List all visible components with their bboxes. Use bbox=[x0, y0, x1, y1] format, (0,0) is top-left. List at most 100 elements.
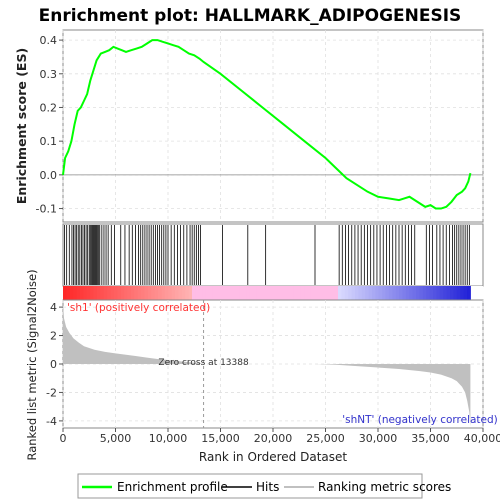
color-bar-segment bbox=[365, 286, 369, 300]
color-bar-segment bbox=[226, 286, 230, 300]
color-bar-segment bbox=[70, 286, 74, 300]
color-bar-segment bbox=[338, 286, 342, 300]
color-bar-segment bbox=[304, 286, 308, 300]
color-bar-segment bbox=[430, 286, 434, 300]
es-panel: -0.10.00.10.20.30.4 Enrichment score (ES… bbox=[14, 30, 483, 222]
color-bar-segment bbox=[134, 286, 138, 300]
color-bar-segment bbox=[138, 286, 142, 300]
color-bar-segment bbox=[114, 286, 118, 300]
rank-y-tick-label: -2 bbox=[46, 386, 57, 399]
color-bar-segment bbox=[189, 286, 193, 300]
color-bar-segment bbox=[335, 286, 339, 300]
color-bar-segment bbox=[443, 286, 447, 300]
x-tick-label: 40,000 bbox=[464, 432, 500, 445]
color-bar-segment bbox=[375, 286, 379, 300]
color-bar-segment bbox=[151, 286, 155, 300]
color-bar-segment bbox=[311, 286, 315, 300]
color-bar-segment bbox=[182, 286, 186, 300]
color-bar-segment bbox=[172, 286, 176, 300]
positive-correlation-label: 'sh1' (positively correlated) bbox=[67, 302, 210, 314]
color-bar-segment bbox=[450, 286, 454, 300]
es-y-axis-label: Enrichment score (ES) bbox=[14, 48, 29, 204]
color-bar-segment bbox=[362, 286, 366, 300]
color-bar-segment bbox=[141, 286, 145, 300]
color-bar-segment bbox=[379, 286, 383, 300]
color-bar-segment bbox=[423, 286, 427, 300]
legend-label-ranking-metric: Ranking metric scores bbox=[318, 480, 451, 494]
color-bar-segment bbox=[158, 286, 162, 300]
hits-panel bbox=[63, 224, 483, 286]
color-bar-segment bbox=[73, 286, 77, 300]
color-bar-segment bbox=[260, 286, 264, 300]
color-bar-segment bbox=[124, 286, 128, 300]
x-tick-label: 20,000 bbox=[254, 432, 293, 445]
color-bar-segment bbox=[290, 286, 294, 300]
color-bar-segment bbox=[236, 286, 240, 300]
x-tick-label: 25,000 bbox=[306, 432, 345, 445]
color-bar-segment bbox=[206, 286, 210, 300]
color-bar-segment bbox=[416, 286, 420, 300]
color-bar-segment bbox=[97, 286, 101, 300]
x-tick-label: 10,000 bbox=[149, 432, 188, 445]
color-bar-segment bbox=[440, 286, 444, 300]
hits-plot-area bbox=[63, 224, 483, 286]
color-bar-segment bbox=[277, 286, 281, 300]
color-bar-segment bbox=[372, 286, 376, 300]
color-bar-segment bbox=[77, 286, 81, 300]
color-bar-segment bbox=[331, 286, 335, 300]
color-bar-segment bbox=[324, 286, 328, 300]
color-bar-segment bbox=[219, 286, 223, 300]
color-bar-segment bbox=[460, 286, 464, 300]
color-bar-segment bbox=[80, 286, 84, 300]
color-bar-segment bbox=[192, 286, 196, 300]
color-bar-segment bbox=[178, 286, 182, 300]
color-bar-segment bbox=[87, 286, 91, 300]
color-bar-segment bbox=[161, 286, 165, 300]
color-bar-segment bbox=[382, 286, 386, 300]
es-y-tick-label: 0.3 bbox=[40, 68, 58, 81]
x-axis-label: Rank in Ordered Dataset bbox=[199, 450, 347, 464]
color-bar-segment bbox=[66, 286, 70, 300]
color-bar-segment bbox=[426, 286, 430, 300]
color-bar-segment bbox=[396, 286, 400, 300]
color-bar-segment bbox=[419, 286, 423, 300]
color-bar-segment bbox=[301, 286, 305, 300]
zero-cross-label: Zero cross at 13388 bbox=[158, 358, 249, 368]
color-bar-segment bbox=[233, 286, 237, 300]
es-y-tick-label: -0.1 bbox=[36, 203, 57, 216]
color-bar-segment bbox=[433, 286, 437, 300]
color-bar-segment bbox=[399, 286, 403, 300]
color-bar-segment bbox=[314, 286, 318, 300]
rank-y-axis-label: Ranked list metric (Signal2Noise) bbox=[25, 269, 39, 460]
color-bar-segment bbox=[229, 286, 233, 300]
color-bar-segment bbox=[348, 286, 352, 300]
color-bar-segment bbox=[195, 286, 199, 300]
color-bar-segment bbox=[128, 286, 132, 300]
x-tick-label: 15,000 bbox=[201, 432, 240, 445]
color-bar-segment bbox=[212, 286, 216, 300]
rank-y-tick-label: 4 bbox=[50, 301, 57, 314]
color-bar-segment bbox=[209, 286, 213, 300]
color-bar-segment bbox=[467, 286, 471, 300]
color-bar-segment bbox=[107, 286, 111, 300]
color-bar-segment bbox=[464, 286, 468, 300]
color-bar-segment bbox=[341, 286, 345, 300]
color-bar-segment bbox=[257, 286, 261, 300]
color-bar-segment bbox=[155, 286, 159, 300]
x-tick-label: 35,000 bbox=[411, 432, 450, 445]
x-tick-label: 0 bbox=[60, 432, 67, 445]
color-bar-segment bbox=[223, 286, 227, 300]
color-bar-segment bbox=[144, 286, 148, 300]
legend-label-hits: Hits bbox=[256, 480, 279, 494]
color-bar-segment bbox=[263, 286, 267, 300]
color-bar-segment bbox=[273, 286, 277, 300]
color-bar-segment bbox=[345, 286, 349, 300]
color-bar-segment bbox=[409, 286, 413, 300]
color-bar-segment bbox=[307, 286, 311, 300]
es-y-tick-label: 0.2 bbox=[40, 101, 58, 114]
color-bar-segments bbox=[63, 286, 471, 300]
color-bar-segment bbox=[284, 286, 288, 300]
color-bar-segment bbox=[121, 286, 125, 300]
color-bar-segment bbox=[104, 286, 108, 300]
color-bar-segment bbox=[131, 286, 135, 300]
